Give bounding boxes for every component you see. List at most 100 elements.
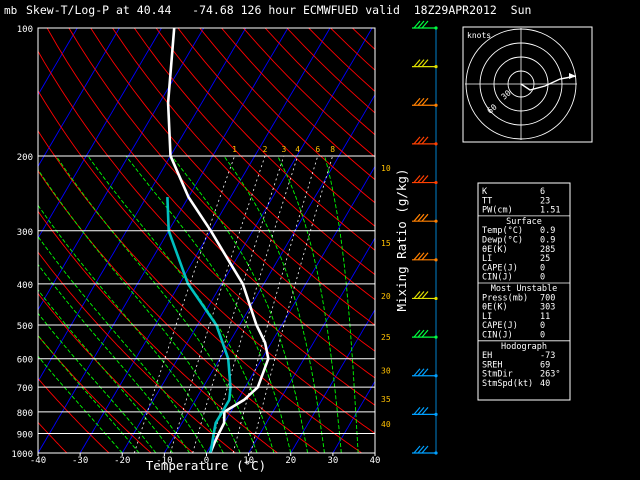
unstable-section-title: Most Unstable xyxy=(491,284,558,294)
index-value: 0.9 xyxy=(540,226,555,236)
mixing-ratio-tick-label: 4 xyxy=(295,145,300,154)
index-value: 700 xyxy=(540,293,555,303)
wind-barb xyxy=(412,291,438,301)
dry-adiabat-line xyxy=(38,251,236,453)
hodograph-frame xyxy=(462,26,593,143)
barb-flag xyxy=(413,252,421,261)
pressure-tick-label: 400 xyxy=(17,281,33,291)
index-name: CAPE(J) xyxy=(482,321,518,331)
barb-flag xyxy=(421,136,429,145)
dry-adiabat-line xyxy=(133,28,375,276)
height-tick-label: 35 xyxy=(381,395,391,404)
moist-adiabat-line xyxy=(324,155,359,453)
wind-barb xyxy=(412,329,438,339)
mixing-ratio-line xyxy=(232,155,319,453)
index-value: 0 xyxy=(540,331,545,341)
temp-tick-label: 20 xyxy=(285,456,296,466)
dry-adiabat-line xyxy=(90,28,375,326)
barb-flag xyxy=(417,136,425,145)
mixing-ratio-tick-label: 6 xyxy=(315,145,320,154)
mixing-ratio-line xyxy=(250,155,333,453)
moist-adiabat-line xyxy=(38,204,224,453)
height-tick-label: 25 xyxy=(381,333,391,342)
mixing-ratio-axis-label: Mixing Ratio (g/kg) xyxy=(394,169,409,312)
barb-base xyxy=(434,296,438,301)
x-axis-label: Temperature (°C) xyxy=(146,458,266,473)
mixing-ratio-tick-label: 2 xyxy=(263,145,268,154)
dry-adiabat-line xyxy=(199,28,375,204)
barb-base xyxy=(434,451,438,455)
dry-adiabat-line xyxy=(155,28,375,251)
wind-barb xyxy=(412,136,438,146)
barb-flag xyxy=(421,406,429,415)
index-value: 11 xyxy=(540,312,550,322)
dewpoint-line xyxy=(166,197,232,453)
barb-base xyxy=(434,258,438,262)
wind-barb xyxy=(412,175,438,185)
index-name: Temp(°C) xyxy=(482,226,523,236)
barb-flag xyxy=(421,59,429,68)
mixing-ratio-line xyxy=(208,155,299,453)
barb-flag xyxy=(417,406,425,415)
mixing-ratio-tick-label: 3 xyxy=(281,145,286,154)
index-value: 23 xyxy=(540,196,550,206)
barb-flag xyxy=(421,20,429,29)
dry-adiabat-line xyxy=(68,28,375,352)
pressure-tick-label: 800 xyxy=(17,409,33,419)
isotherm-line xyxy=(290,308,375,453)
barb-base xyxy=(434,335,438,339)
temp-tick-label: 40 xyxy=(370,456,381,466)
barb-base xyxy=(434,103,438,107)
dry-adiabat-line xyxy=(112,28,375,301)
dry-adiabat-line xyxy=(38,170,320,453)
temp-tick-label: -40 xyxy=(30,456,46,466)
dry-adiabat-line xyxy=(38,90,375,434)
barb-base xyxy=(434,219,438,223)
isotherm-line xyxy=(79,28,331,453)
height-tick-label: 20 xyxy=(381,292,391,301)
moist-adiabat-line xyxy=(223,155,325,453)
dry-adiabat-line xyxy=(177,28,375,227)
index-value: 40 xyxy=(540,379,550,389)
pressure-tick-label: 500 xyxy=(17,322,33,332)
index-name: PW(cm) xyxy=(482,206,513,216)
barb-flag xyxy=(413,368,421,377)
chart-title: Skew-T/Log-P at 40.44 -74.68 126 hour EC… xyxy=(26,3,531,17)
barb-flag xyxy=(417,20,425,29)
barb-flag xyxy=(413,445,421,454)
surface-section-title: Surface xyxy=(506,217,542,227)
index-value: 285 xyxy=(540,245,555,255)
temperature-line xyxy=(166,28,270,453)
temp-tick-label: -10 xyxy=(156,456,172,466)
barb-flag xyxy=(421,213,429,222)
barb-base xyxy=(434,180,438,185)
hodograph-trace xyxy=(520,75,577,91)
isotherm-line xyxy=(248,237,375,453)
pressure-tick-label: 200 xyxy=(17,153,33,163)
dry-adiabat-line xyxy=(38,50,375,406)
hodograph-section-title: Hodograph xyxy=(501,342,547,352)
isotherm-line xyxy=(38,28,162,239)
isotherm-line xyxy=(206,165,375,453)
index-name: TT xyxy=(482,196,492,206)
dry-adiabat-line xyxy=(38,292,194,453)
height-tick-label: 15 xyxy=(381,239,391,248)
barb-flag xyxy=(421,291,429,299)
profiles xyxy=(166,28,270,453)
moist-adiabat-line xyxy=(125,155,292,453)
wind-barb xyxy=(412,59,438,69)
isotherm-line xyxy=(38,28,247,383)
barb-flag xyxy=(413,20,421,29)
wind-barb xyxy=(412,97,438,107)
moist-adiabat-line xyxy=(38,168,241,453)
index-name: CAPE(J) xyxy=(482,263,518,273)
wind-barb xyxy=(412,252,438,262)
index-name: θE(K) xyxy=(482,245,508,255)
index-value: 263° xyxy=(540,370,560,380)
hodograph-arrow xyxy=(569,73,576,79)
barb-flag xyxy=(417,59,425,68)
